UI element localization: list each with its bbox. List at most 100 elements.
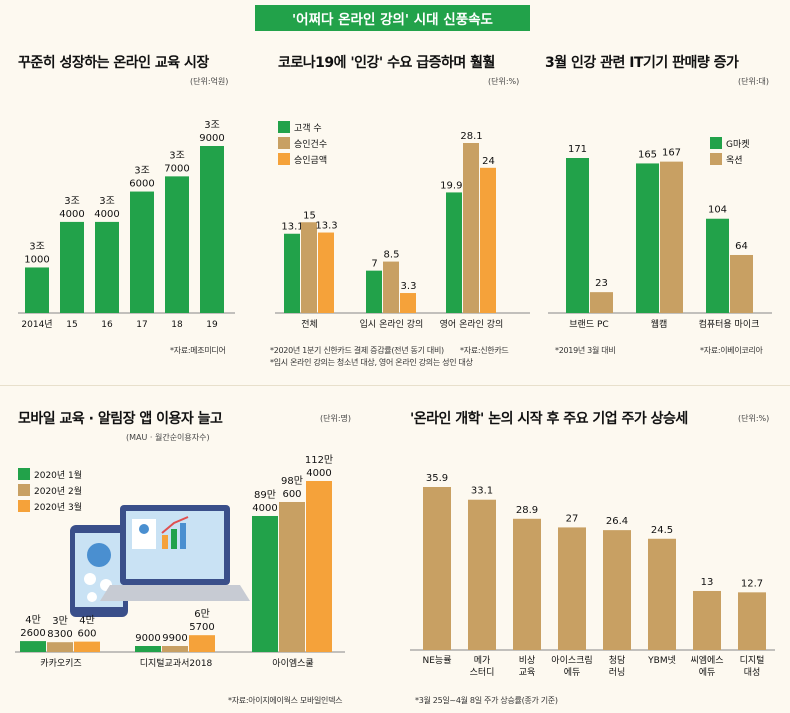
bar xyxy=(279,501,305,652)
devices-illustration xyxy=(70,505,250,617)
legend-item-approvals: 승인건수 xyxy=(278,135,327,151)
bar xyxy=(366,270,382,313)
bar xyxy=(480,167,496,313)
data-label: 19.93 xyxy=(440,180,469,191)
data-label: 6만 xyxy=(194,608,210,620)
panel4-title: 모바일 교육 · 알림장 앱 이용자 늘고 xyxy=(18,411,223,427)
data-label: 3조 xyxy=(169,150,185,161)
headline-banner: '어쩌다 온라인 강의' 시대 신풍속도 xyxy=(255,5,530,31)
data-label: 26.4 xyxy=(606,516,628,527)
tick-label: 메가 xyxy=(474,655,491,666)
tick-label: 18 xyxy=(171,320,183,330)
legend-label: 승인건수 xyxy=(294,139,328,150)
bar xyxy=(47,642,73,652)
legend-item-gmarket: G마켓 xyxy=(710,135,750,151)
data-label: 27 xyxy=(566,513,579,524)
panel1-chart: 3조 1000 2014년 3조 4000 15 3조 4000 16 3조 6000 17 3조 700… xyxy=(18,120,235,330)
data-label: 13.3 xyxy=(315,221,337,232)
legend-label: G마켓 xyxy=(726,139,750,150)
bar xyxy=(74,641,100,652)
tick-label: 에듀 xyxy=(699,667,716,678)
legend-label: 고객 수 xyxy=(294,123,322,134)
legend-swatch xyxy=(710,137,722,149)
panel5-unit: (단위:%) xyxy=(738,414,770,423)
bar xyxy=(590,292,613,313)
bar xyxy=(660,161,683,313)
bar xyxy=(423,487,451,650)
bar xyxy=(301,222,317,313)
legend-item-auction: 옥션 xyxy=(710,151,750,167)
bar xyxy=(135,646,161,652)
data-label: 600 xyxy=(282,489,301,500)
bar xyxy=(130,191,154,313)
data-label: 112만 xyxy=(305,454,333,466)
tick-label: 씨엠에스 xyxy=(690,654,723,666)
data-label: 24.5 xyxy=(651,525,673,536)
panel1-source: *자료:메조미디어 xyxy=(170,346,226,355)
tick-label: 러닝 xyxy=(609,667,626,678)
panel2-legend: 고객 수 승인건수 승인금액 xyxy=(278,119,327,167)
tick-label: 입시 온라인 강의 xyxy=(360,318,424,330)
tick-label: 대성 xyxy=(744,667,761,678)
tick-label: 19 xyxy=(206,320,218,330)
bar xyxy=(162,646,188,652)
panel2-source: *자료:신한카드 xyxy=(460,346,509,355)
tick-label: 비상 xyxy=(519,655,536,666)
panel3-legend: G마켓 옥션 xyxy=(710,135,750,167)
data-label: 4만 xyxy=(79,615,95,627)
legend-label: 2020년 1월 xyxy=(34,470,83,481)
data-label: 3조 xyxy=(204,120,220,131)
bar xyxy=(603,530,631,650)
bar xyxy=(636,163,659,313)
panel2-note2: *입시 온라인 강의는 청소년 대상, 영어 온라인 강의는 성인 대상 xyxy=(270,358,473,367)
tick-label: 2014년 xyxy=(21,319,52,330)
bar xyxy=(693,590,721,650)
tick-label: 전체 xyxy=(301,319,318,330)
data-label: 4만 xyxy=(25,614,41,626)
data-label: 4000 xyxy=(59,209,84,220)
panel3-source: *자료:이베이코리아 xyxy=(700,346,763,355)
legend-label: 승인금액 xyxy=(294,155,328,166)
data-label: 600 xyxy=(77,629,96,640)
bar xyxy=(284,233,300,313)
tick-label: 에듀 xyxy=(564,667,581,678)
data-label: 35.9 xyxy=(426,473,448,484)
data-label: 3조 xyxy=(99,196,115,207)
tick-label: 아이스크림 xyxy=(551,654,592,666)
bar xyxy=(165,176,189,313)
data-label: 9000 xyxy=(199,133,224,144)
data-label: 13 xyxy=(701,577,714,588)
bar xyxy=(446,192,462,313)
bar xyxy=(463,143,479,313)
tick-label: 교육 xyxy=(519,667,536,678)
legend-swatch xyxy=(18,484,30,496)
bar xyxy=(730,254,753,313)
bar xyxy=(558,527,586,650)
data-label: 13.1 xyxy=(281,222,303,233)
bar xyxy=(513,518,541,650)
panel3-title: 3월 인강 관련 IT기기 판매량 증가 xyxy=(545,55,739,71)
legend-item-mar: 2020년 3월 xyxy=(18,498,82,514)
bar xyxy=(20,641,46,652)
section-divider xyxy=(0,385,790,386)
data-label: 8.5 xyxy=(384,250,400,261)
bar xyxy=(400,293,416,313)
tick-label: 영어 온라인 강의 xyxy=(440,319,504,330)
bar xyxy=(468,499,496,650)
data-label: 3조 xyxy=(64,196,80,207)
data-label: 15 xyxy=(303,210,316,221)
legend-swatch xyxy=(278,153,290,165)
panel2-title: 코로나19에 '인강' 수요 급증하며 훨훨 xyxy=(278,55,495,71)
bar xyxy=(738,592,766,650)
data-label: 3.3 xyxy=(401,281,417,292)
data-label: 4000 xyxy=(94,209,119,220)
panel2-unit: (단위:%) xyxy=(488,77,520,86)
data-label: 28.9 xyxy=(516,505,538,516)
legend-swatch xyxy=(278,137,290,149)
panel4-unit: (단위:명) xyxy=(320,414,352,423)
data-label: 165 xyxy=(638,149,657,160)
data-label: 12.7 xyxy=(741,578,763,589)
data-label: 23 xyxy=(595,278,608,289)
